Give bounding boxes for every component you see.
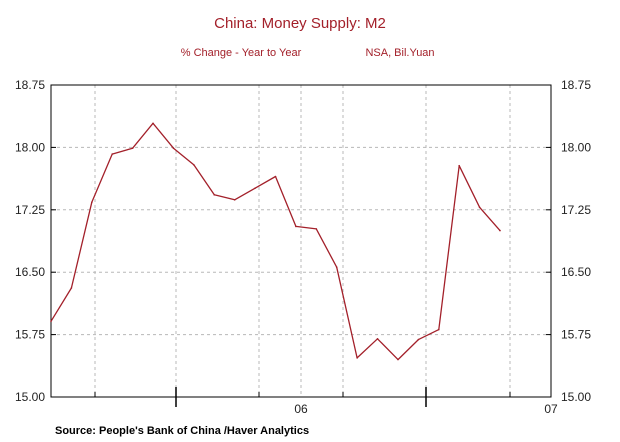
x-tick-label-1: 07: [544, 402, 558, 416]
data-point-21: [478, 206, 481, 209]
y-tick-label-right-5: 15.00: [561, 390, 591, 404]
data-point-0: [50, 320, 52, 323]
y-tick-label-right-4: 15.75: [561, 328, 591, 342]
series-line-m2: [50, 122, 501, 361]
data-point-8: [213, 194, 216, 196]
plot-frame: [50, 84, 552, 398]
data-point-3: [111, 153, 114, 155]
data-point-12: [295, 225, 297, 228]
data-point-10: [254, 187, 256, 189]
y-tick-label-left-0: 18.75: [15, 78, 45, 92]
data-point-20: [458, 164, 460, 167]
data-point-4: [131, 147, 134, 150]
data-point-2: [91, 201, 93, 204]
y-tick-label-left-4: 15.75: [15, 328, 45, 342]
y-axis-left: 18.75 18.00 17.25 16.50 15.75 15.00: [15, 78, 56, 404]
plot-border: [50, 84, 552, 398]
chart-title: China: Money Supply: M2: [214, 15, 386, 32]
y-tick-label-right-0: 18.75: [561, 78, 591, 92]
data-point-9: [233, 199, 236, 201]
grid-lines: [51, 85, 551, 397]
y-axis-right: 18.75 18.00 17.25 16.50 15.75 15.00: [546, 78, 591, 404]
data-point-16: [376, 337, 379, 340]
y-tick-label-left-2: 17.25: [15, 203, 45, 217]
data-point-19: [437, 328, 440, 331]
y-tick-label-left-1: 18.00: [15, 140, 45, 154]
source-note: Source: People's Bank of China /Haver An…: [55, 425, 309, 437]
data-point-11: [274, 175, 277, 178]
data-point-5: [152, 122, 154, 125]
y-tick-label-left-5: 15.00: [15, 390, 45, 404]
x-axis: 06 07: [94, 387, 558, 416]
data-point-17: [397, 358, 399, 361]
data-point-13: [315, 228, 318, 230]
data-point-7: [193, 164, 195, 166]
data-point-18: [417, 338, 420, 341]
data-point-6: [172, 147, 175, 150]
y-tick-label-right-3: 16.50: [561, 265, 591, 279]
series-layer: [50, 122, 501, 361]
data-point-14: [335, 266, 338, 269]
data-point-15: [356, 357, 358, 359]
chart-subtitle-left: % Change - Year to Year: [181, 47, 302, 59]
y-tick-label-right-2: 17.25: [561, 203, 591, 217]
x-tick-label-0: 06: [294, 402, 308, 416]
y-tick-label-right-1: 18.00: [561, 140, 591, 154]
data-point-22: [499, 229, 501, 232]
y-tick-label-left-3: 16.50: [15, 265, 45, 279]
chart-subtitle-right: NSA, Bil.Yuan: [365, 47, 434, 59]
data-point-1: [70, 287, 73, 289]
